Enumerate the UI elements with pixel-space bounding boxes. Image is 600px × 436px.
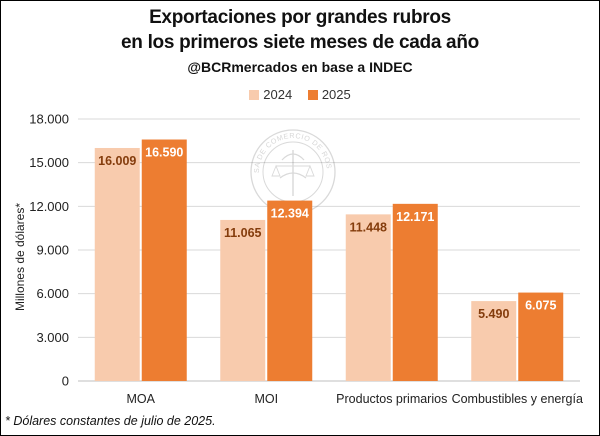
legend-item-2024: 2024	[249, 87, 292, 102]
y-tick-label: 9.000	[36, 243, 69, 258]
x-tick-label: Combustibles y energía	[452, 392, 583, 406]
footnote: * Dólares constantes de julio de 2025.	[5, 414, 216, 428]
x-tick-label: MOA	[127, 392, 156, 406]
chart-title: Exportaciones por grandes rubros	[149, 7, 451, 28]
bar-label-2025-3: 12.171	[396, 210, 434, 224]
bar-value-labels: 16.009 16.590 11.065 12.394 11.448 12.171 5.49…	[98, 146, 556, 322]
bar-2025-1	[141, 139, 187, 381]
bar-label-2024-1: 16.009	[98, 154, 136, 168]
legend-label-2024: 2024	[263, 87, 293, 103]
x-tick-label: MOI	[254, 392, 278, 406]
y-tick-label: 0	[62, 374, 69, 389]
bar-2024-1	[94, 147, 140, 381]
bar-label-2025-1: 16.590	[145, 146, 183, 160]
x-tick-label: Productos primarios	[336, 392, 447, 406]
legend-swatch-2025	[307, 90, 318, 101]
y-tick-label: 12.000	[29, 199, 69, 214]
y-tick-label: 6.000	[36, 286, 69, 301]
x-axis-ticks: MOA MOI Productos primarios Combustibles y …	[127, 392, 583, 406]
y-tick-label: 18.000	[29, 112, 69, 127]
bar-2024-2	[220, 219, 266, 381]
legend: 2024 2025	[0, 86, 600, 102]
bar-label-2025-4: 6.075	[525, 299, 556, 313]
bar-2025-2	[267, 200, 313, 381]
bar-label-2024-4: 5.490	[478, 307, 509, 321]
bar-2024-4	[471, 301, 517, 381]
y-tick-label: 15.000	[29, 155, 69, 170]
bar-2025-3	[392, 203, 438, 381]
bar-label-2024-3: 11.448	[349, 220, 387, 234]
y-tick-label: 3.000	[36, 330, 69, 345]
bar-label-2025-2: 12.394	[271, 207, 309, 221]
chart-subtitle: @BCRmercados en base a INDEC	[187, 59, 413, 75]
legend-label-2025: 2025	[321, 87, 351, 103]
bar-2024-3	[345, 214, 391, 381]
bar-label-2024-2: 11.065	[224, 226, 262, 240]
bar-2025-4	[518, 292, 564, 381]
chart-title-line2: en los primeros siete meses de cada año	[121, 32, 479, 53]
y-axis-ticks: 0 3.000 6.000 9.000 12.000 15.000 18.000	[29, 112, 69, 389]
bars	[94, 139, 564, 381]
legend-item-2025: 2025	[307, 87, 351, 103]
legend-swatch-2024	[249, 90, 260, 101]
